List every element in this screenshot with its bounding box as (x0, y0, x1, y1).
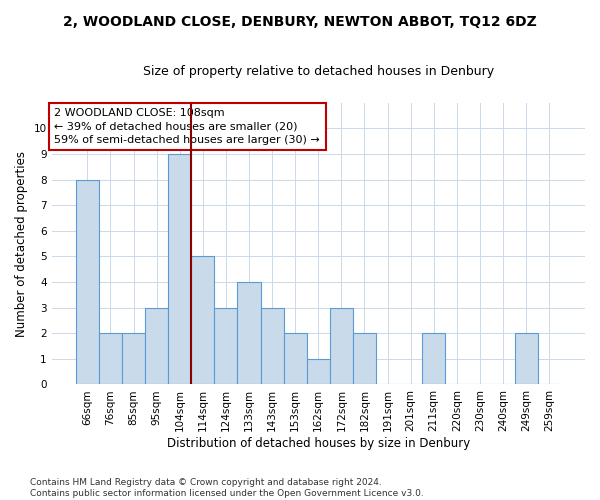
Title: Size of property relative to detached houses in Denbury: Size of property relative to detached ho… (143, 65, 494, 78)
Bar (99, 333, 122, 384)
Bar (422, 333, 445, 384)
Bar (145, 308, 168, 384)
X-axis label: Distribution of detached houses by size in Denbury: Distribution of detached houses by size … (167, 437, 470, 450)
Y-axis label: Number of detached properties: Number of detached properties (15, 150, 28, 336)
Bar (307, 359, 330, 384)
Bar (191, 256, 214, 384)
Bar (260, 308, 284, 384)
Bar (238, 282, 260, 384)
Bar (284, 333, 307, 384)
Bar (76, 180, 99, 384)
Bar (168, 154, 191, 384)
Text: 2, WOODLAND CLOSE, DENBURY, NEWTON ABBOT, TQ12 6DZ: 2, WOODLAND CLOSE, DENBURY, NEWTON ABBOT… (63, 15, 537, 29)
Text: Contains HM Land Registry data © Crown copyright and database right 2024.
Contai: Contains HM Land Registry data © Crown c… (30, 478, 424, 498)
Bar (353, 333, 376, 384)
Bar (330, 308, 353, 384)
Bar (214, 308, 238, 384)
Bar (515, 333, 538, 384)
Text: 2 WOODLAND CLOSE: 108sqm
← 39% of detached houses are smaller (20)
59% of semi-d: 2 WOODLAND CLOSE: 108sqm ← 39% of detach… (54, 108, 320, 145)
Bar (122, 333, 145, 384)
